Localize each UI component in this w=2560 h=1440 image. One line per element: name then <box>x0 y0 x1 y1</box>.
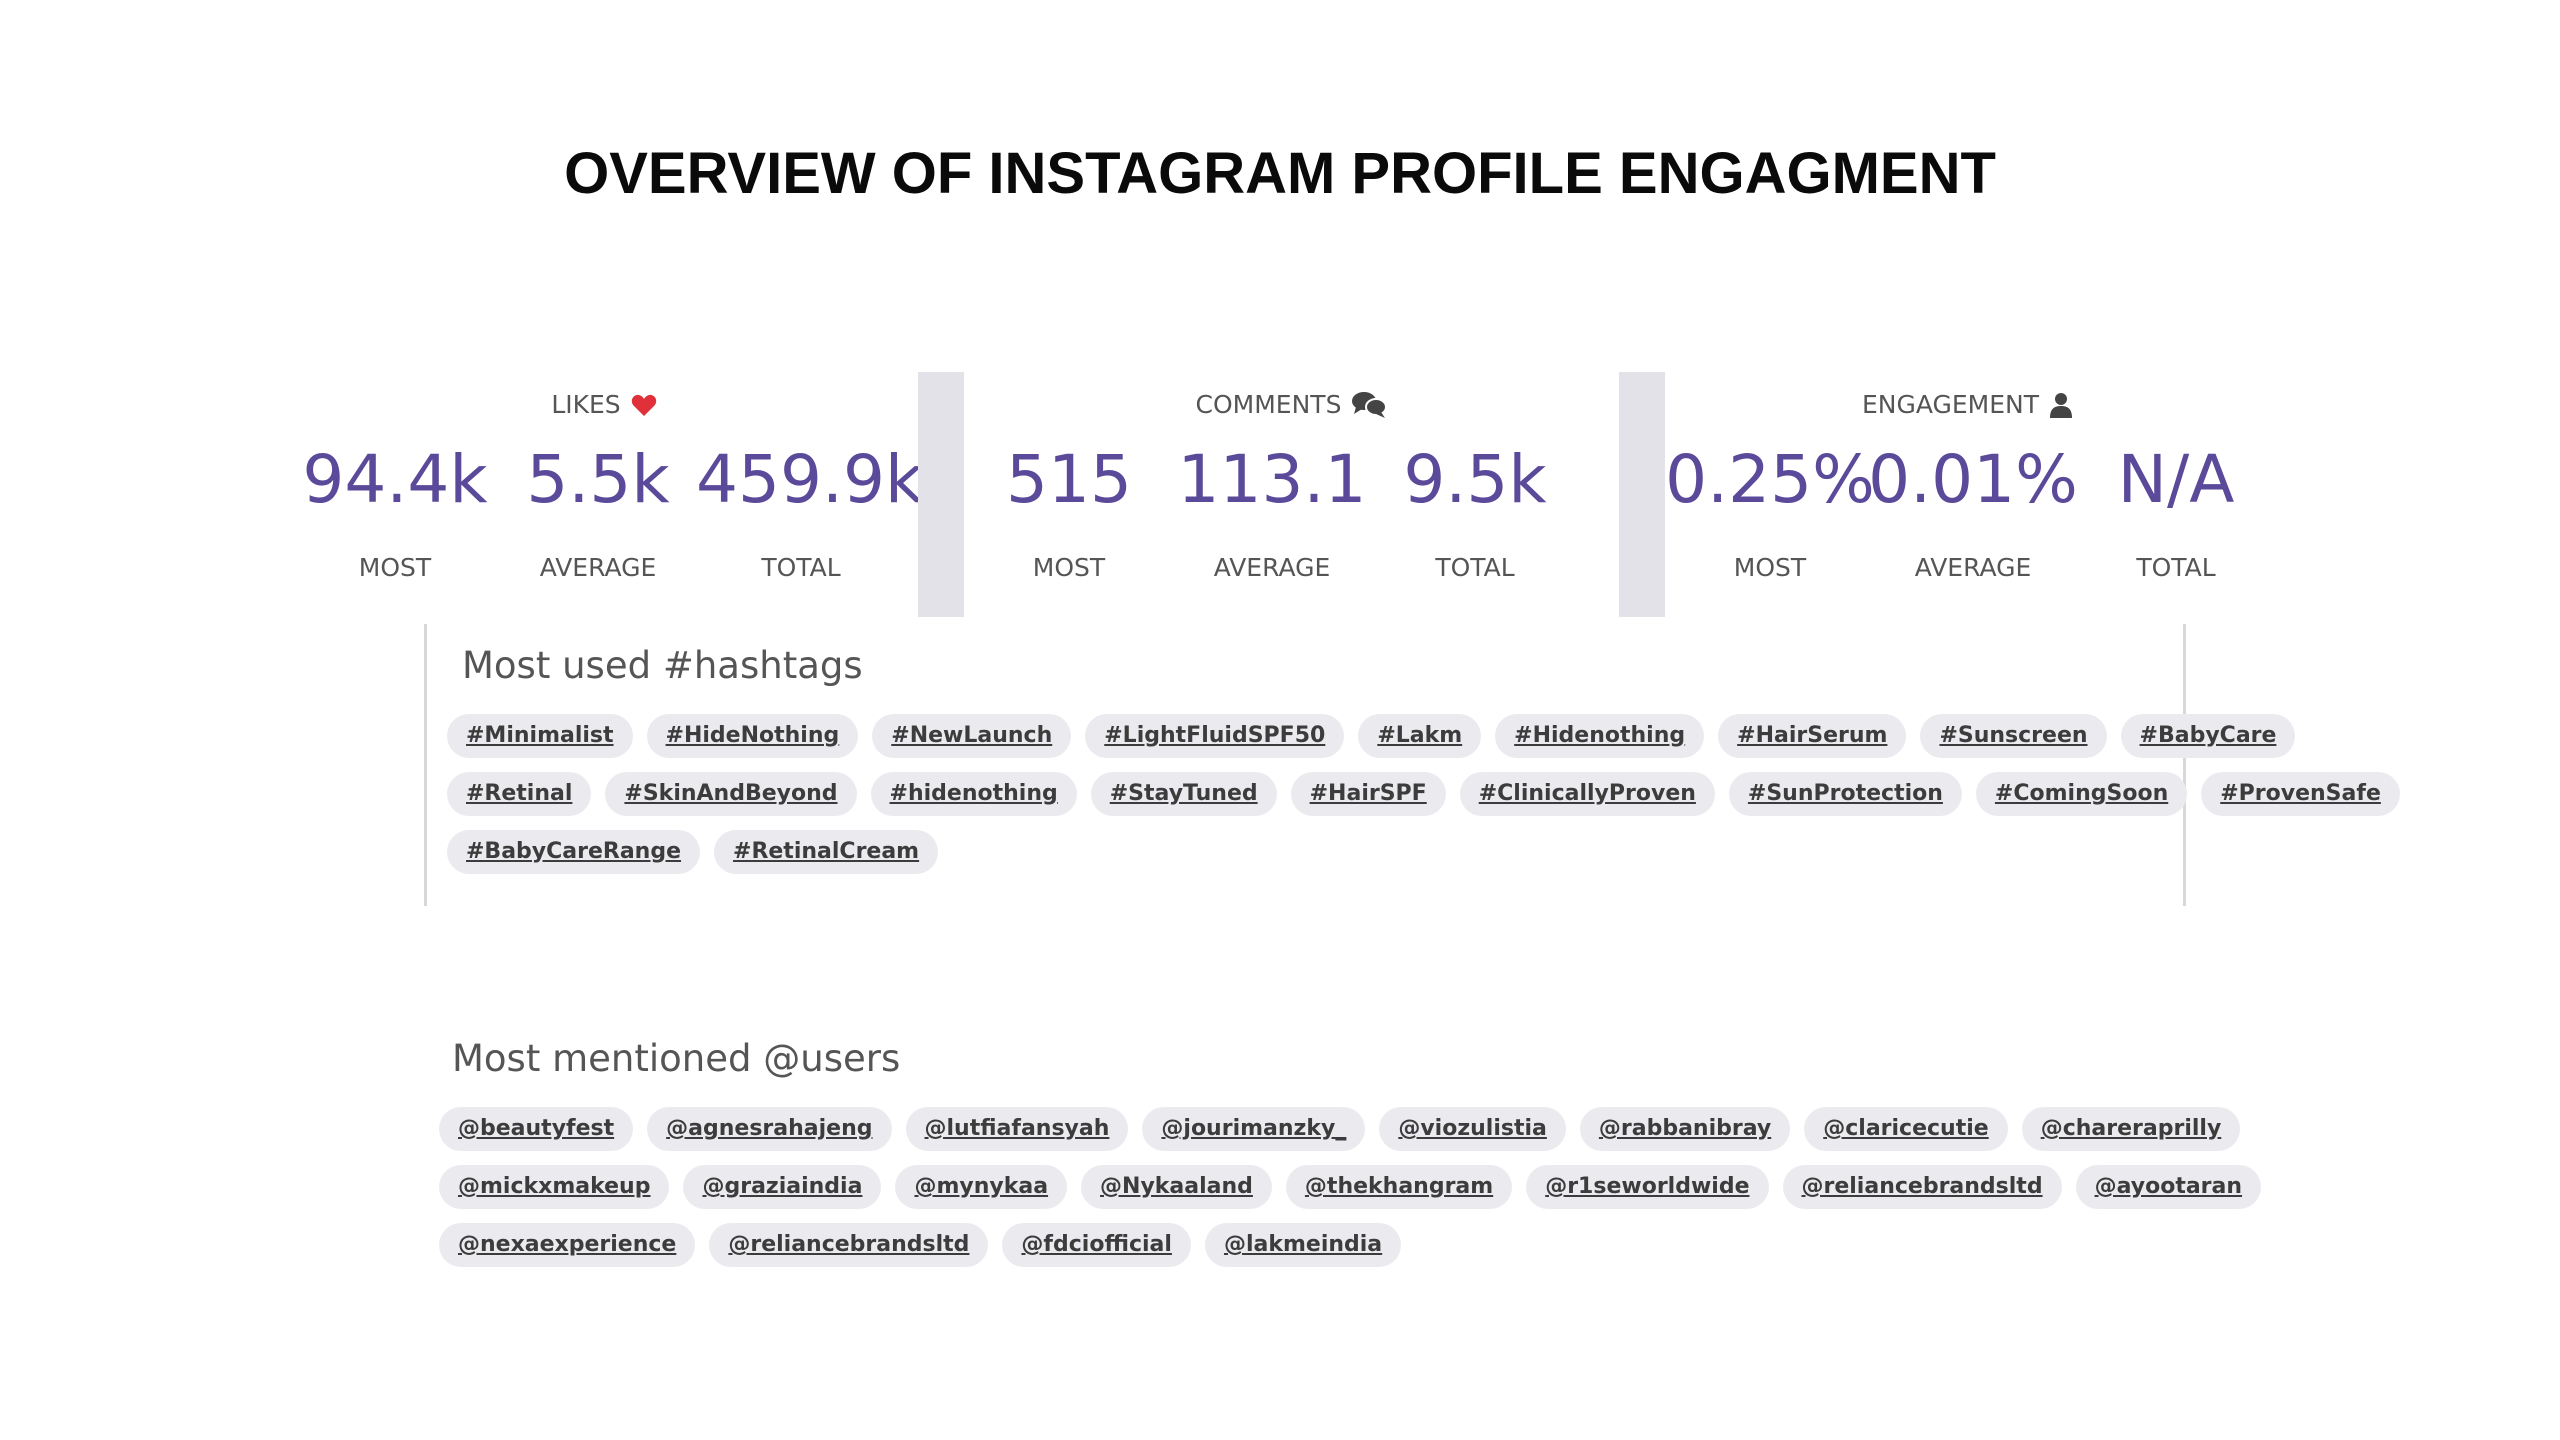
mention-chip[interactable]: @rabbanibray <box>1579 1107 1791 1151</box>
mention-chip[interactable]: @r1seworldwide <box>1526 1165 1769 1209</box>
hashtag-chip[interactable]: #SkinAndBeyond <box>605 772 857 816</box>
engagement-total: N/A TOTAL <box>2071 441 2281 583</box>
hashtag-list: #Minimalist #HideNothing #NewLaunch #Lig… <box>447 714 2400 874</box>
hashtag-chip[interactable]: #BabyCareRange <box>447 830 701 874</box>
hashtag-chip[interactable]: #HideNothing <box>646 714 859 758</box>
hashtags-section: Most used #hashtags #Minimalist #HideNot… <box>424 624 2400 906</box>
engagement-title: ENGAGEMENT <box>1861 390 2040 419</box>
hashtag-chip[interactable]: #ProvenSafe <box>2201 772 2400 816</box>
mention-chip[interactable]: @graziaindia <box>683 1165 882 1209</box>
mentions-section: Most mentioned @users @beautyfest @agnes… <box>424 1015 2262 1295</box>
heart-icon <box>631 393 657 417</box>
comments-header: COMMENTS <box>964 390 1619 419</box>
mention-chip[interactable]: @lakmeindia <box>1204 1223 1402 1267</box>
hashtag-chip[interactable]: #HairSerum <box>1718 714 1907 758</box>
mention-chip[interactable]: @chareraprilly <box>2021 1107 2241 1151</box>
mention-chip[interactable]: @viozulistia <box>1379 1107 1566 1151</box>
mention-chip[interactable]: @mickxmakeup <box>439 1165 670 1209</box>
hashtag-chip[interactable]: #Retinal <box>447 772 592 816</box>
likes-most-value: 94.4k <box>302 441 488 518</box>
engagement-header: ENGAGEMENT <box>1665 390 2270 419</box>
hashtag-chip[interactable]: #LightFluidSPF50 <box>1085 714 1345 758</box>
likes-average: 5.5k AVERAGE <box>493 441 703 583</box>
engagement-average-value: 0.01% <box>1868 441 2078 518</box>
engagement-total-value: N/A <box>2117 441 2235 518</box>
comments-group: COMMENTS 515 MOST 113.1 AVERAGE 9.5k TOT… <box>964 372 1619 617</box>
hashtag-chip[interactable]: #Hidenothing <box>1495 714 1705 758</box>
likes-total: 459.9k TOTAL <box>696 441 924 583</box>
comments-total-value: 9.5k <box>1403 441 1547 518</box>
mentions-title: Most mentioned @users <box>452 1037 901 1080</box>
mention-chip[interactable]: @mynykaa <box>895 1165 1068 1209</box>
likes-group: LIKES 94.4k MOST 5.5k AVERAGE 459.9k TOT… <box>290 372 924 617</box>
likes-total-value: 459.9k <box>696 441 924 518</box>
mention-chip[interactable]: @claricecutie <box>1804 1107 2008 1151</box>
hashtag-chip[interactable]: #StayTuned <box>1090 772 1277 816</box>
likes-average-label: AVERAGE <box>539 553 657 582</box>
engagement-average: 0.01% AVERAGE <box>1868 441 2078 583</box>
comments-most: 515 MOST <box>964 441 1174 583</box>
mention-chip[interactable]: @Nykaaland <box>1081 1165 1272 1209</box>
stats-divider <box>1619 372 1665 617</box>
comments-average: 113.1 AVERAGE <box>1167 441 1377 583</box>
mention-chip[interactable]: @beautyfest <box>439 1107 634 1151</box>
mention-list: @beautyfest @agnesrahajeng @lutfiafansya… <box>439 1107 2262 1267</box>
hashtag-chip[interactable]: #BabyCare <box>2120 714 2296 758</box>
hashtag-chip[interactable]: #hidenothing <box>870 772 1077 816</box>
comments-average-value: 113.1 <box>1177 441 1367 518</box>
mention-chip[interactable]: @thekhangram <box>1285 1165 1513 1209</box>
hashtag-chip[interactable]: #Minimalist <box>447 714 633 758</box>
hashtag-chip[interactable]: #Sunscreen <box>1920 714 2107 758</box>
page-title: OVERVIEW OF INSTAGRAM PROFILE ENGAGMENT <box>564 141 1996 206</box>
engagement-most-label: MOST <box>1733 553 1807 582</box>
hashtag-chip[interactable]: #NewLaunch <box>872 714 1072 758</box>
stats-divider <box>918 372 964 617</box>
likes-title: LIKES <box>551 390 621 419</box>
engagement-average-label: AVERAGE <box>1914 553 2032 582</box>
mention-chip[interactable]: @lutfiafansyah <box>905 1107 1129 1151</box>
comments-most-value: 515 <box>1006 441 1132 518</box>
hashtag-chip[interactable]: #ComingSoon <box>1975 772 2188 816</box>
hashtag-chip[interactable]: #SunProtection <box>1728 772 1962 816</box>
engagement-total-label: TOTAL <box>2136 553 2216 582</box>
mention-chip[interactable]: @fdciofficial <box>1002 1223 1191 1267</box>
comments-average-label: AVERAGE <box>1213 553 1331 582</box>
likes-header: LIKES <box>290 390 918 419</box>
hashtags-title: Most used #hashtags <box>462 644 863 687</box>
comments-icon <box>1351 391 1388 419</box>
mention-chip[interactable]: @agnesrahajeng <box>647 1107 892 1151</box>
hashtag-chip[interactable]: #Lakm <box>1358 714 1482 758</box>
mention-chip[interactable]: @reliancebrandsltd <box>1782 1165 2062 1209</box>
comments-most-label: MOST <box>1032 553 1106 582</box>
engagement-group: ENGAGEMENT 0.25% MOST 0.01% AVERAGE N/A … <box>1665 372 2270 617</box>
comments-total-label: TOTAL <box>1435 553 1515 582</box>
hashtag-chip[interactable]: #HairSPF <box>1290 772 1446 816</box>
mention-chip[interactable]: @jourimanzky_ <box>1142 1107 1366 1151</box>
likes-most-label: MOST <box>358 553 432 582</box>
mention-chip[interactable]: @ayootaran <box>2075 1165 2262 1209</box>
hashtag-chip[interactable]: #ClinicallyProven <box>1459 772 1715 816</box>
comments-title: COMMENTS <box>1195 390 1342 419</box>
user-icon <box>2049 392 2073 418</box>
likes-most: 94.4k MOST <box>290 441 500 583</box>
mention-chip[interactable]: @nexaexperience <box>439 1223 696 1267</box>
likes-total-label: TOTAL <box>761 553 841 582</box>
comments-total: 9.5k TOTAL <box>1370 441 1580 583</box>
mention-chip[interactable]: @reliancebrandsltd <box>709 1223 989 1267</box>
stats-panel: LIKES 94.4k MOST 5.5k AVERAGE 459.9k TOT… <box>290 372 2270 617</box>
engagement-most-value: 0.25% <box>1665 441 1875 518</box>
likes-average-value: 5.5k <box>526 441 670 518</box>
hashtag-chip[interactable]: #RetinalCream <box>714 830 939 874</box>
engagement-most: 0.25% MOST <box>1665 441 1875 583</box>
